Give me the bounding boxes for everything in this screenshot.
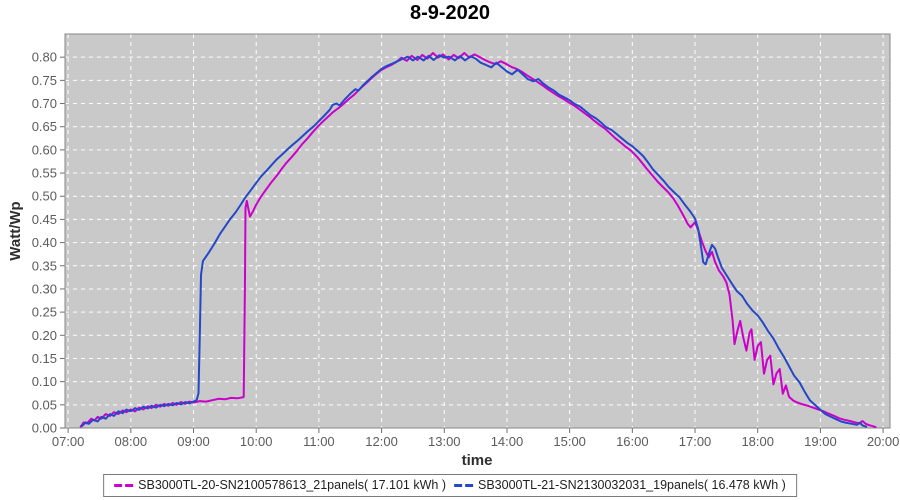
x-tick-label: 13:00	[428, 434, 461, 449]
y-tick-label: 0.80	[32, 50, 57, 65]
legend-line-sample-magenta-icon	[114, 484, 134, 487]
x-tick-label: 07:00	[52, 434, 85, 449]
y-tick-label: 0.05	[32, 397, 57, 412]
y-tick-label: 0.60	[32, 142, 57, 157]
y-tick-label: 0.20	[32, 328, 57, 343]
y-axis-label: Watt/Wp	[7, 201, 24, 260]
y-tick-label: 0.45	[32, 212, 57, 227]
y-tick-label: 0.65	[32, 119, 57, 134]
x-tick-label: 10:00	[240, 434, 273, 449]
legend-label-sb3000tl-20: SB3000TL-20-SN2100578613_21panels( 17.10…	[138, 478, 446, 492]
legend-label-sb3000tl-21: SB3000TL-21-SN2130032031_19panels( 16.47…	[478, 478, 786, 492]
y-tick-label: 0.00	[32, 421, 57, 436]
x-tick-label: 16:00	[616, 434, 649, 449]
y-tick-label: 0.30	[32, 281, 57, 296]
plot-border	[64, 33, 891, 429]
x-tick-label: 15:00	[553, 434, 586, 449]
legend-item-sb3000tl-20: SB3000TL-20-SN2100578613_21panels( 17.10…	[114, 478, 446, 493]
x-tick-label: 11:00	[303, 434, 335, 449]
y-tick-label: 0.10	[32, 374, 57, 389]
series-line-0	[79, 52, 877, 429]
y-tick-label: 0.75	[32, 73, 57, 88]
x-tick-label: 14:00	[491, 434, 524, 449]
y-tick-label: 0.50	[32, 189, 57, 204]
x-tick-label: 12:00	[365, 434, 398, 449]
x-axis-label: time	[462, 452, 493, 469]
x-tick-label: 17:00	[679, 434, 712, 449]
x-tick-label: 20:00	[867, 434, 900, 449]
legend: SB3000TL-20-SN2100578613_21panels( 17.10…	[103, 474, 797, 497]
y-tick-label: 0.25	[32, 305, 57, 320]
plot-canvas: 0.00 0.05 0.10 0.15 0.20 0.25 0.30 0.35 0.40 0.45…	[7, 33, 900, 469]
y-tick-label: 0.70	[32, 96, 57, 111]
x-tick-label: 18:00	[741, 434, 774, 449]
y-tick-label: 0.40	[32, 235, 57, 250]
x-tick-label: 19:00	[804, 434, 837, 449]
series-line-1	[80, 54, 868, 428]
y-tick-label: 0.55	[32, 166, 57, 181]
x-tick-label: 08:00	[115, 434, 148, 449]
plot-area	[65, 34, 890, 428]
legend-item-sb3000tl-21: SB3000TL-21-SN2130032031_19panels( 16.47…	[454, 478, 786, 493]
chart-title: 8-9-2020	[409, 2, 491, 24]
y-tick-label: 0.15	[32, 351, 57, 366]
y-tick-label: 0.35	[32, 258, 57, 273]
x-tick-label: 09:00	[177, 434, 210, 449]
legend-line-sample-blue-icon	[454, 484, 473, 487]
